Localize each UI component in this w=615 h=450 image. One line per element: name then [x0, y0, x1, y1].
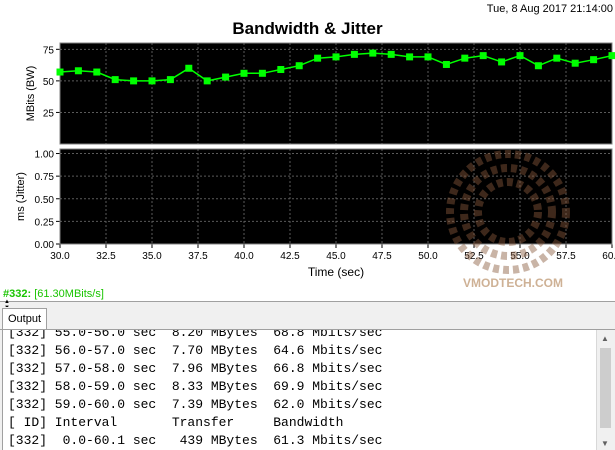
console-line: [332] 55.0-56.0 sec 8.20 MBytes 68.8 Mbi…	[8, 330, 383, 340]
bandwidth-y-tick-label: 50	[43, 77, 55, 88]
bandwidth-data-point	[203, 77, 211, 85]
x-tick-label: 42.5	[280, 251, 300, 262]
bandwidth-data-point	[130, 77, 138, 85]
bandwidth-data-point	[387, 50, 395, 58]
x-tick-label: 35.0	[142, 251, 162, 262]
bandwidth-data-point	[571, 59, 579, 67]
x-tick-label: 45.0	[326, 251, 346, 262]
bandwidth-y-tick-label: 75	[43, 45, 55, 56]
bandwidth-data-point	[277, 66, 285, 74]
jitter-y-tick-label: 1.00	[35, 150, 55, 161]
x-tick-label: 55.0	[510, 251, 530, 262]
x-tick-label: 50.0	[418, 251, 438, 262]
console-scrollbar[interactable]: ▲ ▼	[596, 330, 615, 450]
x-axis-label: Time (sec)	[308, 265, 364, 279]
bandwidth-data-point	[56, 68, 64, 76]
bandwidth-data-point	[350, 50, 358, 58]
timestamp: Tue, 8 Aug 2017 21:14:00	[486, 3, 613, 15]
jitter-plot-area	[60, 149, 612, 244]
bandwidth-data-point	[369, 49, 377, 57]
x-tick-label: 32.5	[96, 251, 116, 262]
bandwidth-data-point	[442, 60, 450, 68]
bandwidth-plot-border	[59, 42, 613, 145]
jitter-y-tick-label: 0.00	[35, 240, 55, 251]
bandwidth-data-point	[295, 62, 303, 70]
console-lines: [332] 55.0-56.0 sec 8.20 MBytes 68.8 Mbi…	[8, 330, 382, 450]
bandwidth-y-tick-label: 25	[43, 108, 55, 119]
bandwidth-data-point	[258, 69, 266, 77]
x-tick-label: 30.0	[50, 251, 70, 262]
chart-title: Bandwidth & Jitter	[232, 19, 383, 38]
output-panel: Output [332] 55.0-56.0 sec 8.20 MBytes 6…	[0, 307, 615, 450]
x-tick-label: 57.5	[556, 251, 576, 262]
jitter-y-axis-label: ms (Jitter)	[15, 172, 27, 221]
console-line: [332] 59.0-60.0 sec 7.39 MBytes 62.0 Mbi…	[8, 397, 383, 412]
bandwidth-data-point	[479, 52, 487, 60]
console-line: [ ID] Interval Transfer Bandwidth	[8, 415, 344, 430]
status-value: [61.30MBits/s]	[34, 288, 104, 300]
jitter-y-tick-label: 0.50	[35, 195, 55, 206]
tab-output[interactable]: Output	[2, 308, 48, 329]
bandwidth-data-point	[148, 77, 156, 85]
console-output[interactable]: [332] 55.0-56.0 sec 8.20 MBytes 68.8 Mbi…	[2, 330, 596, 450]
status-line: #332: [61.30MBits/s]	[3, 288, 104, 300]
bandwidth-data-point	[222, 73, 230, 81]
bandwidth-data-point	[406, 53, 414, 61]
bandwidth-data-point	[424, 53, 432, 61]
bandwidth-data-point	[111, 76, 119, 84]
bandwidth-data-point	[166, 76, 174, 84]
console-line: [332] 58.0-59.0 sec 8.33 MBytes 69.9 Mbi…	[8, 379, 383, 394]
bandwidth-data-point	[516, 52, 524, 60]
chart-panel: Tue, 8 Aug 2017 21:14:00 Bandwidth & Jit…	[3, 3, 615, 300]
watermark-ring	[474, 178, 542, 246]
chart-svg: 30.0 32.5 35.0 37.5 40.0 42.5 45.0 47.5 50.0 52.5…	[15, 42, 615, 290]
console-line: [332] 57.0-58.0 sec 7.96 MBytes 66.8 Mbi…	[8, 361, 383, 376]
bandwidth-data-point	[461, 54, 469, 62]
bandwidth-data-point	[498, 58, 506, 66]
jitter-y-tick-label: 0.25	[35, 217, 55, 228]
scroll-down-icon[interactable]: ▼	[601, 439, 609, 448]
x-tick-label: 40.0	[234, 251, 254, 262]
jitter-plot-border	[59, 148, 613, 245]
bandwidth-data-point	[553, 54, 561, 62]
x-tick-label: 60.0	[602, 251, 615, 262]
watermark-ring	[446, 150, 570, 274]
scroll-thumb[interactable]	[600, 348, 611, 428]
bandwidth-data-point	[74, 67, 82, 75]
tab-bar: Output	[0, 307, 615, 330]
status-id: #332:	[3, 288, 32, 300]
watermark-ring	[460, 164, 556, 260]
x-tick-label: 52.5	[464, 251, 484, 262]
bandwidth-data-point	[240, 69, 248, 77]
console-line: [332] 56.0-57.0 sec 7.70 MBytes 64.6 Mbi…	[8, 343, 383, 358]
watermark-text: VMODTECH.COM	[463, 276, 563, 290]
bandwidth-data-point	[608, 52, 615, 60]
bandwidth-data-point	[332, 53, 340, 61]
bandwidth-data-point	[314, 54, 322, 62]
bandwidth-y-axis-label: MBits (BW)	[25, 66, 37, 122]
bandwidth-data-point	[590, 56, 598, 64]
scroll-up-icon[interactable]: ▲	[601, 334, 609, 343]
watermark-emblem	[446, 150, 570, 274]
bandwidth-data-point	[534, 62, 542, 70]
x-tick-label: 47.5	[372, 251, 392, 262]
console-line: [332] 0.0-60.1 sec 439 MBytes 61.3 Mbits…	[8, 433, 383, 448]
x-tick-label: 37.5	[188, 251, 208, 262]
bandwidth-data-point	[185, 64, 193, 72]
bandwidth-data-point	[93, 68, 101, 76]
jitter-y-tick-label: 0.75	[35, 172, 55, 183]
